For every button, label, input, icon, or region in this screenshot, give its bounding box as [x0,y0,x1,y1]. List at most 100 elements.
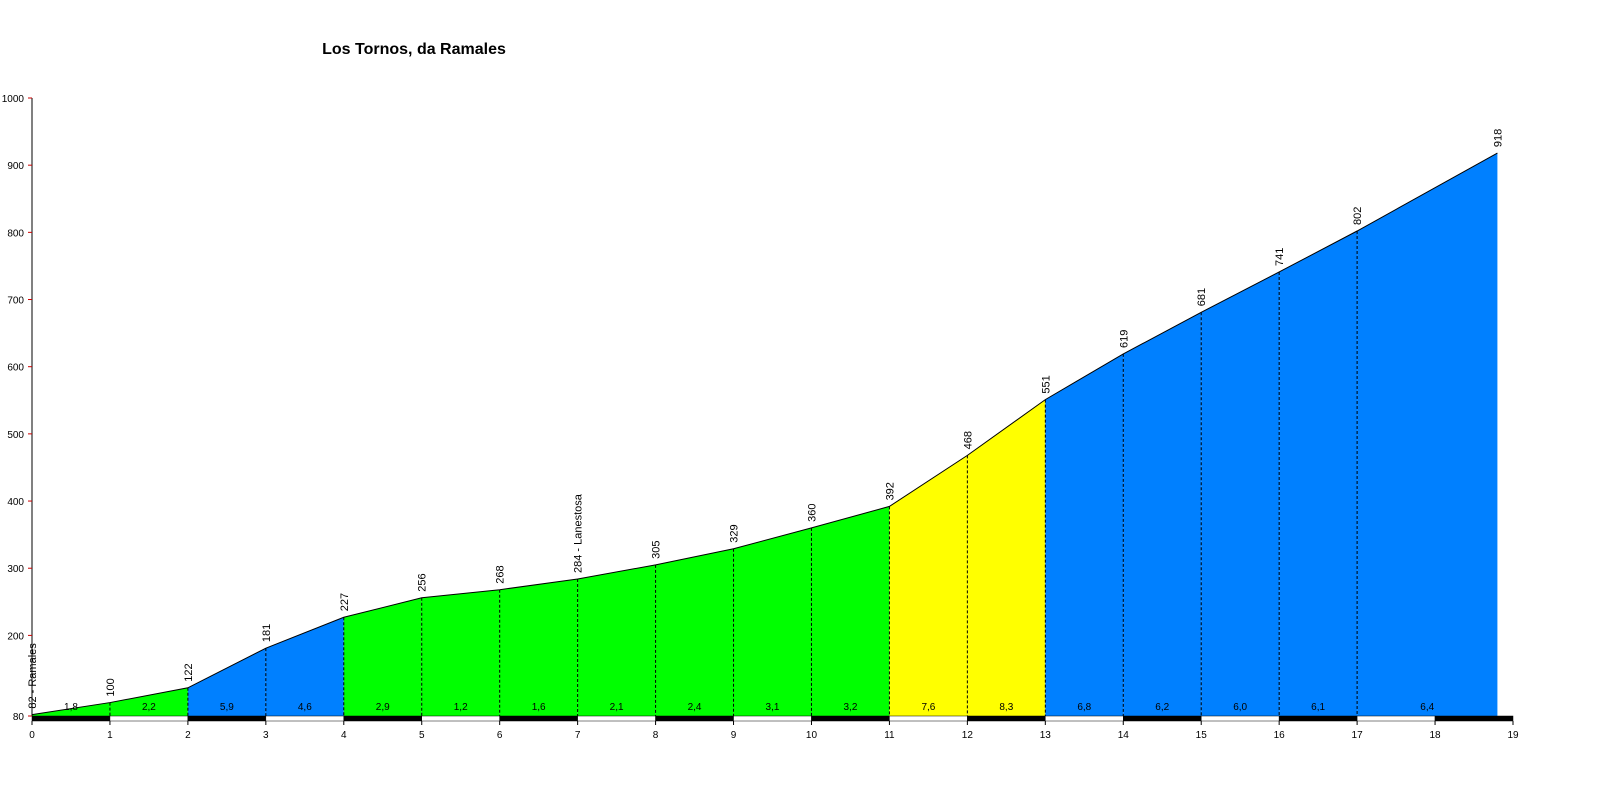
distance-bar [733,715,812,722]
point-label: 392 [884,482,896,500]
y-tick-label: 200 [7,631,24,642]
point-label: 681 [1196,288,1208,306]
x-tick-label: 19 [1507,730,1519,741]
distance-bar [655,715,734,722]
y-tick-label: 400 [7,497,24,508]
distance-bar [811,715,890,722]
distance-bar [1278,715,1358,722]
gradient-segment [733,527,812,716]
x-tick-label: 12 [962,730,974,741]
gradient-segment [967,399,1046,716]
y-tick-label: 800 [7,228,24,239]
distance-bar [421,715,500,722]
gradient-label: 1,8 [64,702,78,713]
gradient-label: 6,8 [1077,702,1091,713]
point-label: 268 [495,565,507,583]
y-tick-label: 500 [7,430,24,441]
point-label: 256 [417,573,429,591]
gradient-label: 2,2 [142,702,156,713]
gradient-label: 6,0 [1233,702,1247,713]
distance-bar [1123,715,1202,722]
point-label: 551 [1040,375,1052,393]
gradient-label: 2,9 [376,702,390,713]
distance-bar [265,715,345,722]
x-tick-label: 4 [341,730,347,741]
gradient-segment [811,506,890,716]
x-tick-label: 9 [731,730,737,741]
gradient-segment [1279,231,1358,717]
x-tick-label: 13 [1040,730,1052,741]
x-tick-label: 17 [1352,730,1364,741]
point-label: 619 [1118,330,1130,348]
gradient-segment [343,597,422,716]
distance-bar [967,715,1046,722]
point-label: 305 [651,540,663,558]
x-tick-label: 16 [1274,730,1286,741]
gradient-segment [109,687,188,716]
point-label: 329 [729,524,741,542]
distance-bar [1356,715,1436,722]
x-tick-label: 14 [1118,730,1130,741]
distance-bar [343,715,422,722]
y-tick-label: 900 [7,161,24,172]
gradient-segment [1357,153,1498,716]
x-tick-label: 10 [806,730,818,741]
distance-bar [1434,715,1514,722]
gradient-label: 4,6 [298,702,312,713]
point-label: 100 [105,678,117,696]
distance-bar [499,715,578,722]
y-tick-label: 1000 [2,94,25,105]
gradient-label: 1,6 [532,702,546,713]
distance-bar [889,715,968,722]
gradient-label: 6,2 [1155,702,1169,713]
point-label: 122 [183,663,195,681]
x-tick-label: 6 [497,730,503,741]
point-label: 227 [339,593,351,611]
y-tick-label: 80 [13,712,25,723]
point-label: 82 - Ramales [27,643,39,709]
y-tick-label: 300 [7,564,24,575]
gradient-label: 5,9 [220,702,234,713]
distance-bar [1200,715,1280,722]
gradient-label: 7,6 [921,702,935,713]
gradient-label: 3,1 [766,702,780,713]
x-tick-label: 8 [653,730,659,741]
gradient-segment [1045,353,1124,716]
x-tick-label: 11 [884,730,895,741]
gradient-segment [187,648,266,716]
gradient-segment [421,589,500,716]
x-tick-label: 7 [575,730,581,741]
gradient-label: 1,2 [454,702,468,713]
point-label: 468 [962,431,974,449]
x-tick-label: 5 [419,730,425,741]
gradient-label: 2,1 [610,702,624,713]
gradient-segment [499,578,578,716]
point-label: 360 [806,504,818,522]
point-label: 741 [1274,248,1286,266]
y-tick-label: 600 [7,363,24,374]
distance-bar [1045,715,1124,722]
x-tick-label: 1 [107,730,113,741]
gradient-segment [1123,312,1202,716]
gradient-segment [1201,271,1280,716]
x-tick-label: 0 [29,730,35,741]
gradient-label: 6,1 [1311,702,1325,713]
x-tick-label: 18 [1429,730,1441,741]
distance-bar [109,715,189,722]
gradient-label: 6,4 [1420,702,1434,713]
gradient-label: 8,3 [999,702,1013,713]
distance-bar [31,715,111,722]
x-tick-label: 2 [185,730,191,741]
gradient-segment [889,455,968,716]
chart-title: Los Tornos, da Ramales [322,41,506,58]
y-tick-label: 700 [7,296,24,307]
x-tick-label: 15 [1196,730,1208,741]
gradient-segment [265,617,344,716]
distance-bar [187,715,267,722]
gradient-segment [577,564,656,716]
distance-bar [577,715,656,722]
point-label: 802 [1352,207,1364,225]
point-label: 181 [261,624,273,642]
point-label: 918 [1492,129,1504,147]
